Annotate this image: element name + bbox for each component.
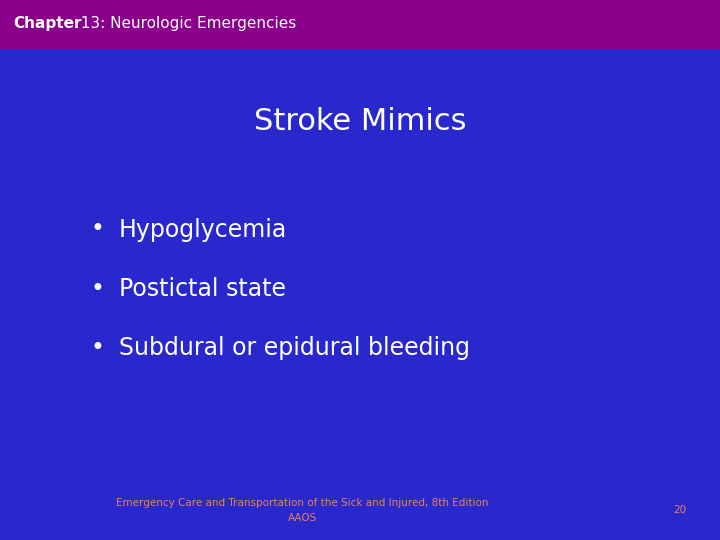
Text: 13: Neurologic Emergencies: 13: Neurologic Emergencies xyxy=(71,16,296,31)
Text: 20: 20 xyxy=(673,505,686,515)
Text: •: • xyxy=(90,218,104,241)
Text: Hypoglycemia: Hypoglycemia xyxy=(119,218,287,241)
Text: Emergency Care and Transportation of the Sick and Injured, 8th Edition
AAOS: Emergency Care and Transportation of the… xyxy=(116,498,489,523)
Text: •: • xyxy=(90,277,104,301)
Text: •: • xyxy=(90,336,104,360)
Bar xyxy=(0,0,720,48)
Text: Postictal state: Postictal state xyxy=(119,277,286,301)
Text: Chapter: Chapter xyxy=(13,16,81,31)
Text: Subdural or epidural bleeding: Subdural or epidural bleeding xyxy=(119,336,470,360)
Text: Stroke Mimics: Stroke Mimics xyxy=(253,107,467,136)
